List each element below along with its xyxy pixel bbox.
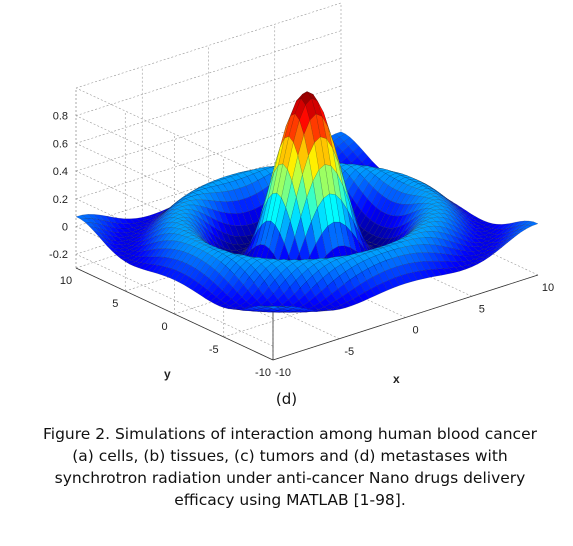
z-tick-label: 0.6 bbox=[53, 138, 68, 150]
x-tick-label: 5 bbox=[479, 303, 485, 315]
grid-line bbox=[75, 87, 274, 181]
y-tick-label: -5 bbox=[209, 344, 219, 356]
surface-plot: -0.2 0 0.2 0.4 0.6 0.8 -10 -5 0 5 10 -10 -5 0 5 10 x y bbox=[49, 2, 554, 386]
x-tick-label: 10 bbox=[542, 282, 554, 294]
z-tick-label: 0.2 bbox=[53, 194, 68, 206]
surface-facet bbox=[268, 306, 280, 309]
z-tick-label: 0.8 bbox=[53, 111, 68, 123]
z-tick-label: -0.2 bbox=[49, 249, 68, 261]
x-tick-label: 0 bbox=[412, 325, 418, 337]
y-tick-label: -10 bbox=[255, 367, 271, 379]
y-axis-label: y bbox=[164, 367, 171, 381]
figure-caption: Figure 2. Simulations of interaction amo… bbox=[43, 425, 537, 509]
y-tick-label: 5 bbox=[112, 298, 118, 310]
grid-line bbox=[75, 253, 274, 347]
tick-labels: -0.2 0 0.2 0.4 0.6 0.8 -10 -5 0 5 10 -10 -5 0 5 10 bbox=[49, 111, 554, 379]
z-tick-label: 0.4 bbox=[53, 166, 68, 178]
x-tick-label: -5 bbox=[344, 346, 354, 358]
grid-line bbox=[75, 2, 342, 89]
axis-line bbox=[75, 267, 274, 361]
x-axis-label: x bbox=[393, 372, 400, 386]
y-tick-label: 0 bbox=[161, 321, 167, 333]
panel-label: (d) bbox=[275, 390, 298, 408]
z-tick-label: 0 bbox=[62, 221, 68, 233]
surface-mesh bbox=[75, 91, 539, 313]
x-tick-label: -10 bbox=[275, 367, 291, 379]
y-tick-label: 10 bbox=[60, 275, 72, 287]
axis-line bbox=[272, 274, 539, 361]
